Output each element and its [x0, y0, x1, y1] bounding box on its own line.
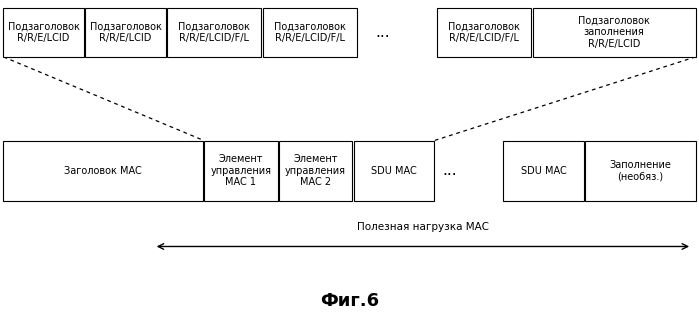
FancyBboxPatch shape — [279, 141, 352, 201]
Text: Подзаголовок
заполнения
R/R/E/LCID: Подзаголовок заполнения R/R/E/LCID — [578, 16, 650, 49]
FancyBboxPatch shape — [533, 8, 696, 57]
FancyBboxPatch shape — [585, 141, 696, 201]
Text: Элемент
управления
MAC 1: Элемент управления MAC 1 — [210, 154, 271, 187]
Text: Подзаголовок
R/R/E/LCID/F/L: Подзаголовок R/R/E/LCID/F/L — [448, 21, 520, 43]
FancyBboxPatch shape — [3, 141, 203, 201]
FancyBboxPatch shape — [437, 8, 531, 57]
Text: ...: ... — [442, 163, 456, 178]
Text: Элемент
управления
MAC 2: Элемент управления MAC 2 — [285, 154, 346, 187]
Text: Полезная нагрузка MAC: Полезная нагрузка MAC — [357, 222, 489, 232]
Text: Подзаголовок
R/R/E/LCID: Подзаголовок R/R/E/LCID — [89, 21, 161, 43]
Text: Фиг.6: Фиг.6 — [320, 292, 379, 310]
Text: ...: ... — [375, 25, 389, 40]
FancyBboxPatch shape — [503, 141, 584, 201]
Text: Подзаголовок
R/R/E/LCID: Подзаголовок R/R/E/LCID — [8, 21, 80, 43]
Text: SDU MAC: SDU MAC — [371, 166, 417, 176]
Text: Подзаголовок
R/R/E/LCID/F/L: Подзаголовок R/R/E/LCID/F/L — [178, 21, 250, 43]
Text: Заголовок MAC: Заголовок MAC — [64, 166, 142, 176]
FancyBboxPatch shape — [354, 141, 434, 201]
FancyBboxPatch shape — [3, 8, 84, 57]
Text: Подзаголовок
R/R/E/LCID/F/L: Подзаголовок R/R/E/LCID/F/L — [274, 21, 346, 43]
FancyBboxPatch shape — [85, 8, 166, 57]
FancyBboxPatch shape — [263, 8, 357, 57]
Text: SDU MAC: SDU MAC — [521, 166, 566, 176]
FancyBboxPatch shape — [167, 8, 261, 57]
Text: Заполнение
(необяз.): Заполнение (необяз.) — [610, 160, 671, 181]
FancyBboxPatch shape — [204, 141, 278, 201]
